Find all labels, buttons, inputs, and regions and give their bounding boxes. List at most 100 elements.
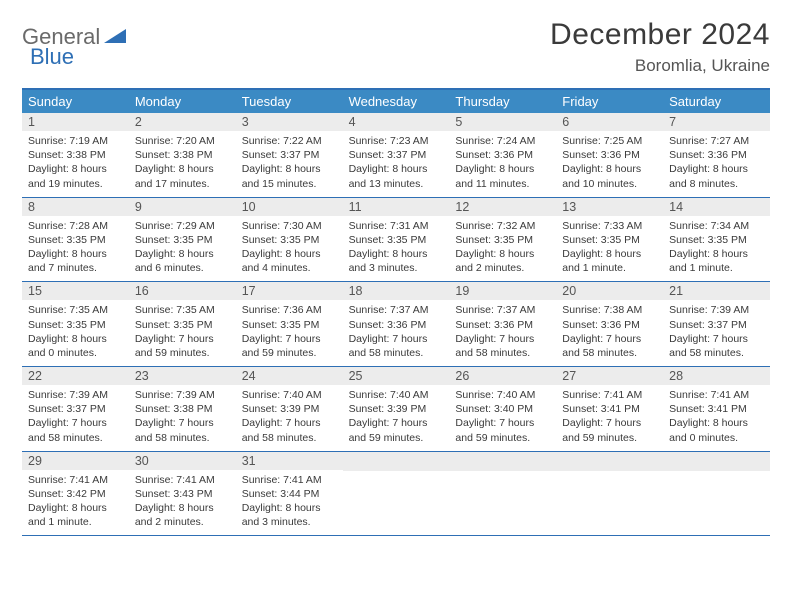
day-details — [343, 471, 450, 529]
day-cell: 23Sunrise: 7:39 AMSunset: 3:38 PMDayligh… — [129, 367, 236, 451]
sunset-text: Sunset: 3:35 PM — [28, 233, 123, 247]
day-details: Sunrise: 7:27 AMSunset: 3:36 PMDaylight:… — [663, 131, 770, 197]
weekday-label: Sunday — [22, 90, 129, 113]
day-number: 20 — [556, 282, 663, 300]
day-cell — [343, 452, 450, 536]
day-details: Sunrise: 7:38 AMSunset: 3:36 PMDaylight:… — [556, 300, 663, 366]
day-details: Sunrise: 7:22 AMSunset: 3:37 PMDaylight:… — [236, 131, 343, 197]
sunset-text: Sunset: 3:35 PM — [135, 233, 230, 247]
week-row: 15Sunrise: 7:35 AMSunset: 3:35 PMDayligh… — [22, 282, 770, 367]
day-number: 9 — [129, 198, 236, 216]
daylight-line2: and 0 minutes. — [669, 431, 764, 445]
daylight-line2: and 1 minute. — [562, 261, 657, 275]
day-number: 2 — [129, 113, 236, 131]
daylight-line1: Daylight: 8 hours — [28, 501, 123, 515]
daylight-line2: and 11 minutes. — [455, 177, 550, 191]
sunrise-text: Sunrise: 7:37 AM — [349, 303, 444, 317]
sunset-text: Sunset: 3:37 PM — [349, 148, 444, 162]
daylight-line1: Daylight: 8 hours — [349, 162, 444, 176]
day-details: Sunrise: 7:31 AMSunset: 3:35 PMDaylight:… — [343, 216, 450, 282]
daylight-line2: and 58 minutes. — [135, 431, 230, 445]
day-cell: 15Sunrise: 7:35 AMSunset: 3:35 PMDayligh… — [22, 282, 129, 366]
day-number: 27 — [556, 367, 663, 385]
daylight-line2: and 58 minutes. — [455, 346, 550, 360]
day-details: Sunrise: 7:39 AMSunset: 3:38 PMDaylight:… — [129, 385, 236, 451]
daylight-line1: Daylight: 8 hours — [28, 332, 123, 346]
day-details: Sunrise: 7:23 AMSunset: 3:37 PMDaylight:… — [343, 131, 450, 197]
day-cell: 13Sunrise: 7:33 AMSunset: 3:35 PMDayligh… — [556, 198, 663, 282]
day-number: 28 — [663, 367, 770, 385]
day-number: 17 — [236, 282, 343, 300]
daylight-line2: and 6 minutes. — [135, 261, 230, 275]
sunset-text: Sunset: 3:36 PM — [562, 148, 657, 162]
day-details — [556, 471, 663, 529]
day-number: 7 — [663, 113, 770, 131]
day-cell: 31Sunrise: 7:41 AMSunset: 3:44 PMDayligh… — [236, 452, 343, 536]
sunset-text: Sunset: 3:36 PM — [455, 318, 550, 332]
sunrise-text: Sunrise: 7:35 AM — [28, 303, 123, 317]
sunrise-text: Sunrise: 7:41 AM — [562, 388, 657, 402]
sunrise-text: Sunrise: 7:22 AM — [242, 134, 337, 148]
location-label: Boromlia, Ukraine — [550, 56, 770, 76]
sunrise-text: Sunrise: 7:28 AM — [28, 219, 123, 233]
week-row: 1Sunrise: 7:19 AMSunset: 3:38 PMDaylight… — [22, 113, 770, 198]
day-number: 31 — [236, 452, 343, 470]
day-cell: 24Sunrise: 7:40 AMSunset: 3:39 PMDayligh… — [236, 367, 343, 451]
daylight-line1: Daylight: 8 hours — [135, 247, 230, 261]
day-details: Sunrise: 7:41 AMSunset: 3:41 PMDaylight:… — [663, 385, 770, 451]
day-number: 26 — [449, 367, 556, 385]
weekday-label: Saturday — [663, 90, 770, 113]
sunrise-text: Sunrise: 7:37 AM — [455, 303, 550, 317]
sunset-text: Sunset: 3:36 PM — [669, 148, 764, 162]
sunset-text: Sunset: 3:36 PM — [455, 148, 550, 162]
daylight-line1: Daylight: 8 hours — [242, 247, 337, 261]
day-cell — [449, 452, 556, 536]
day-details: Sunrise: 7:28 AMSunset: 3:35 PMDaylight:… — [22, 216, 129, 282]
sunset-text: Sunset: 3:37 PM — [669, 318, 764, 332]
sunset-text: Sunset: 3:35 PM — [455, 233, 550, 247]
day-number: 5 — [449, 113, 556, 131]
day-number: 30 — [129, 452, 236, 470]
day-cell: 16Sunrise: 7:35 AMSunset: 3:35 PMDayligh… — [129, 282, 236, 366]
sunrise-text: Sunrise: 7:41 AM — [669, 388, 764, 402]
day-number: 25 — [343, 367, 450, 385]
day-number: 4 — [343, 113, 450, 131]
sunrise-text: Sunrise: 7:39 AM — [28, 388, 123, 402]
day-details: Sunrise: 7:29 AMSunset: 3:35 PMDaylight:… — [129, 216, 236, 282]
weekday-label: Thursday — [449, 90, 556, 113]
weekday-label: Friday — [556, 90, 663, 113]
sunrise-text: Sunrise: 7:24 AM — [455, 134, 550, 148]
sunset-text: Sunset: 3:35 PM — [242, 233, 337, 247]
daylight-line2: and 3 minutes. — [349, 261, 444, 275]
daylight-line1: Daylight: 7 hours — [135, 416, 230, 430]
day-details: Sunrise: 7:40 AMSunset: 3:39 PMDaylight:… — [236, 385, 343, 451]
day-number: 6 — [556, 113, 663, 131]
day-number: 11 — [343, 198, 450, 216]
day-details: Sunrise: 7:25 AMSunset: 3:36 PMDaylight:… — [556, 131, 663, 197]
daylight-line2: and 59 minutes. — [455, 431, 550, 445]
day-cell: 7Sunrise: 7:27 AMSunset: 3:36 PMDaylight… — [663, 113, 770, 197]
sunset-text: Sunset: 3:35 PM — [349, 233, 444, 247]
day-number — [343, 452, 450, 471]
header: General December 2024 Boromlia, Ukraine — [22, 18, 770, 76]
day-number: 10 — [236, 198, 343, 216]
day-number — [449, 452, 556, 471]
day-cell: 1Sunrise: 7:19 AMSunset: 3:38 PMDaylight… — [22, 113, 129, 197]
sunset-text: Sunset: 3:35 PM — [135, 318, 230, 332]
day-number — [663, 452, 770, 471]
weeks-container: 1Sunrise: 7:19 AMSunset: 3:38 PMDaylight… — [22, 113, 770, 536]
day-details: Sunrise: 7:35 AMSunset: 3:35 PMDaylight:… — [129, 300, 236, 366]
day-details: Sunrise: 7:40 AMSunset: 3:39 PMDaylight:… — [343, 385, 450, 451]
week-row: 8Sunrise: 7:28 AMSunset: 3:35 PMDaylight… — [22, 198, 770, 283]
daylight-line2: and 58 minutes. — [669, 346, 764, 360]
day-cell: 26Sunrise: 7:40 AMSunset: 3:40 PMDayligh… — [449, 367, 556, 451]
day-details: Sunrise: 7:41 AMSunset: 3:41 PMDaylight:… — [556, 385, 663, 451]
day-cell: 2Sunrise: 7:20 AMSunset: 3:38 PMDaylight… — [129, 113, 236, 197]
day-details: Sunrise: 7:37 AMSunset: 3:36 PMDaylight:… — [449, 300, 556, 366]
day-cell — [663, 452, 770, 536]
daylight-line2: and 59 minutes. — [349, 431, 444, 445]
sunset-text: Sunset: 3:44 PM — [242, 487, 337, 501]
day-cell: 18Sunrise: 7:37 AMSunset: 3:36 PMDayligh… — [343, 282, 450, 366]
calendar-page: General December 2024 Boromlia, Ukraine … — [0, 0, 792, 554]
title-block: December 2024 Boromlia, Ukraine — [550, 18, 770, 76]
